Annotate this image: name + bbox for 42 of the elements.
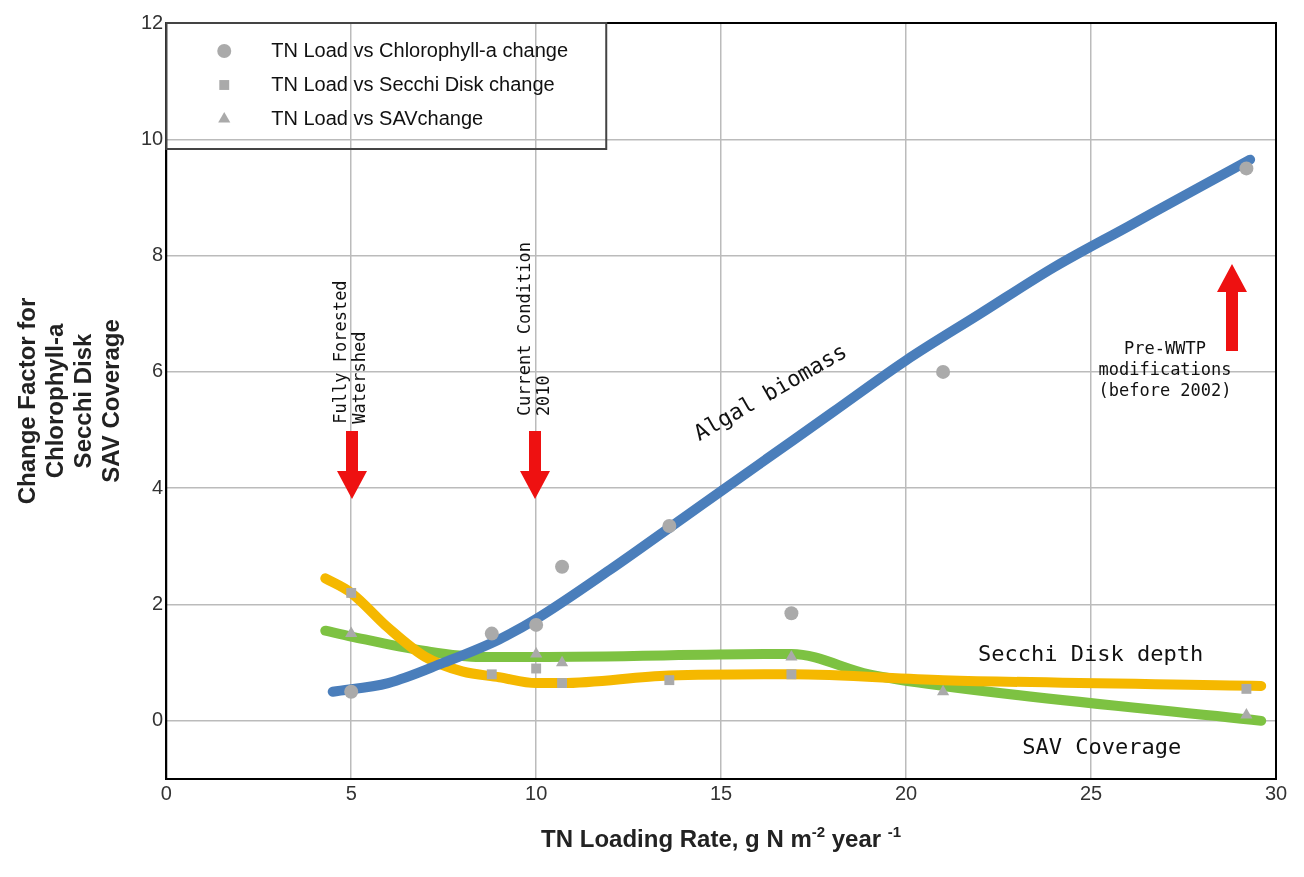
x-tick-label: 10 bbox=[525, 781, 548, 804]
x-tick-label: 25 bbox=[1079, 781, 1103, 804]
y-tick-label: 4 bbox=[152, 475, 164, 498]
y-tick-label: 0 bbox=[152, 708, 164, 731]
point bbox=[529, 617, 544, 632]
point bbox=[556, 655, 569, 667]
annotation: Current Condition 2010 bbox=[513, 242, 553, 417]
point bbox=[785, 649, 798, 661]
point bbox=[936, 364, 951, 379]
x-tick-label: 20 bbox=[894, 781, 918, 804]
point bbox=[345, 626, 358, 638]
y-tick-label: 12 bbox=[141, 10, 164, 33]
point bbox=[555, 559, 570, 574]
point bbox=[531, 663, 542, 674]
point bbox=[664, 675, 675, 686]
point bbox=[557, 678, 568, 688]
annotation: Pre-WWTP modifications (before 2002) bbox=[1098, 338, 1232, 401]
point bbox=[344, 684, 359, 699]
point bbox=[1241, 683, 1252, 694]
point bbox=[937, 684, 950, 696]
legend-label: TN Load vs SAVchange bbox=[271, 106, 484, 129]
y-axis-title: Change Factor for Chlorophyll-a Secchi Disk SAV Coverage bbox=[12, 297, 124, 505]
x-tick-label: 5 bbox=[345, 781, 357, 804]
y-tick-label: 10 bbox=[141, 126, 164, 149]
legend-label: TN Load vs Chlorophyll-a change bbox=[271, 38, 569, 61]
y-tick-label: 8 bbox=[152, 243, 164, 266]
point bbox=[1239, 161, 1254, 176]
x-tick-label: 15 bbox=[710, 781, 733, 804]
point bbox=[662, 519, 677, 534]
point bbox=[484, 626, 499, 641]
y-tick-label: 6 bbox=[152, 359, 164, 382]
x-tick-label: 30 bbox=[1264, 781, 1288, 804]
legend-label: TN Load vs Secchi Disk change bbox=[271, 72, 555, 95]
point bbox=[486, 669, 497, 680]
annotation: Fully Forested Watershed bbox=[330, 280, 370, 424]
point bbox=[1240, 708, 1253, 719]
annotation: Secchi Disk depth bbox=[978, 640, 1204, 666]
point bbox=[784, 606, 799, 621]
point bbox=[786, 669, 797, 680]
annotation: SAV Coverage bbox=[1022, 734, 1182, 760]
point bbox=[346, 587, 357, 598]
y-tick-label: 2 bbox=[152, 592, 164, 615]
